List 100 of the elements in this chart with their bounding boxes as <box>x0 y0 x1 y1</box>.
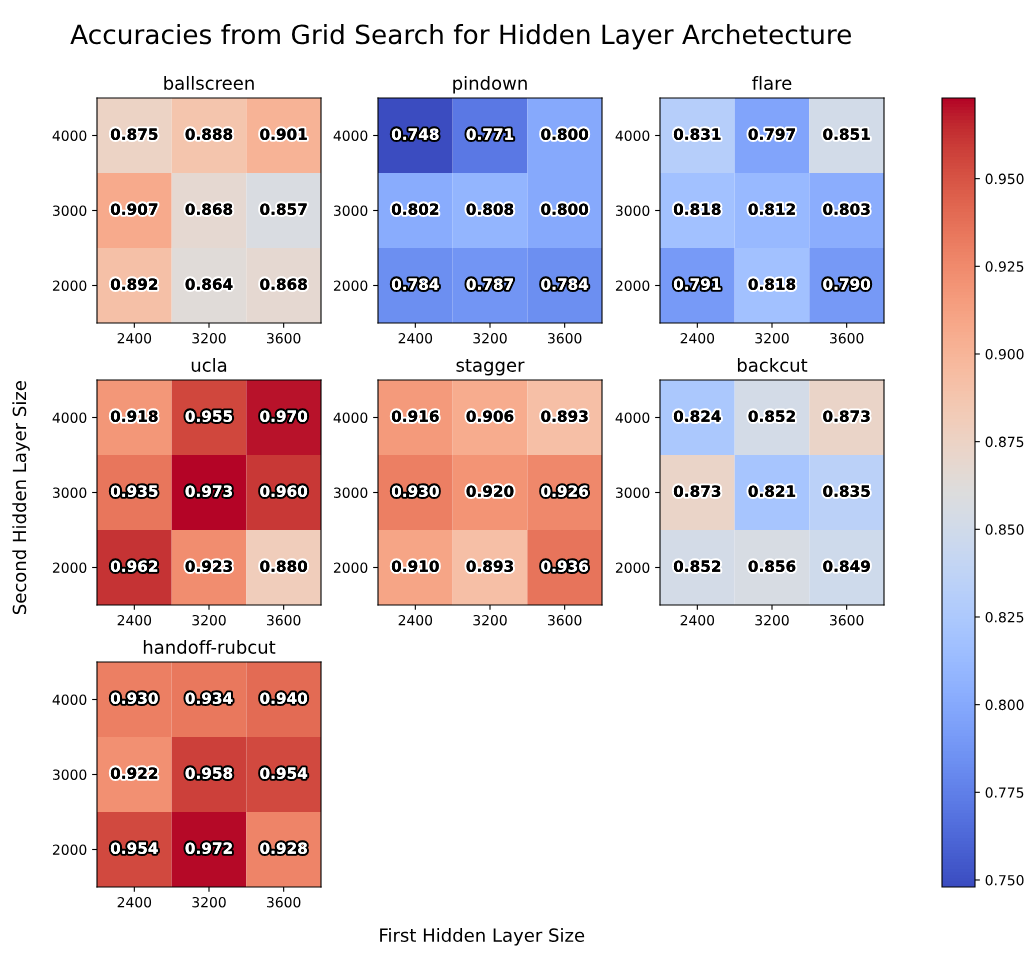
x-tick-label: 3600 <box>830 614 864 626</box>
data-label: 0.962 <box>110 560 158 572</box>
y-tick-label: 4000 <box>615 130 650 141</box>
y-tick-label: 4000 <box>615 412 650 423</box>
data-label: 0.893 <box>541 410 588 422</box>
data-label: 0.910 <box>391 560 439 572</box>
data-label: 0.797 <box>748 128 795 140</box>
color-bar-label: 0.800 <box>985 699 1024 711</box>
y-tick-label: 4000 <box>333 130 368 141</box>
data-label: 0.973 <box>185 485 232 497</box>
y-axis-title: Second Hidden Layer Size <box>12 381 30 615</box>
y-tick-label: 4000 <box>333 412 368 423</box>
y-tick-label: 3000 <box>333 487 368 498</box>
data-label: 0.787 <box>466 278 513 290</box>
data-label: 0.821 <box>748 485 796 497</box>
data-label: 0.960 <box>260 485 308 497</box>
chart-title: flare <box>752 75 792 90</box>
data-label: 0.936 <box>541 560 589 572</box>
x-tick-label: 3600 <box>830 332 864 344</box>
x-tick-label: 3200 <box>473 614 507 626</box>
y-tick-label: 4000 <box>52 130 87 141</box>
data-label: 0.875 <box>110 128 158 140</box>
data-label: 0.926 <box>541 485 589 497</box>
data-label: 0.920 <box>466 485 514 497</box>
y-tick-label: 2000 <box>333 280 368 291</box>
x-tick-label: 3200 <box>192 896 226 908</box>
data-label: 0.784 <box>541 278 589 290</box>
data-label: 0.888 <box>185 128 233 140</box>
data-label: 0.824 <box>673 410 721 422</box>
x-tick-label: 3600 <box>267 332 301 344</box>
y-tick-label: 2000 <box>52 562 87 573</box>
data-label: 0.873 <box>673 485 721 497</box>
data-label: 0.922 <box>110 767 158 779</box>
color-bar-label: 0.900 <box>985 348 1024 360</box>
x-tick-label: 3600 <box>548 614 582 626</box>
x-tick-label: 3200 <box>755 614 789 626</box>
data-label: 0.852 <box>673 560 721 572</box>
data-label: 0.893 <box>466 560 513 572</box>
y-tick-label: 2000 <box>333 562 368 573</box>
x-tick-label: 2400 <box>680 614 715 626</box>
data-label: 0.748 <box>391 128 439 140</box>
y-tick-label: 3000 <box>52 205 87 216</box>
data-label: 0.808 <box>466 203 514 215</box>
chart-title: pindown <box>453 75 527 94</box>
y-tick-label: 2000 <box>615 562 650 573</box>
data-label: 0.856 <box>748 560 796 572</box>
data-label: 0.831 <box>673 128 721 140</box>
chart-title: ucla <box>191 357 227 372</box>
x-tick-label: 3200 <box>192 332 226 344</box>
data-label: 0.857 <box>260 203 307 215</box>
data-label: 0.800 <box>541 128 589 140</box>
data-label: 0.851 <box>823 128 870 140</box>
chart-title: handoff-rubcut <box>143 639 276 654</box>
data-label: 0.818 <box>748 278 796 290</box>
data-label: 0.835 <box>823 485 870 497</box>
data-label: 0.802 <box>391 203 439 215</box>
chart-title: ballscreen <box>164 75 254 90</box>
x-tick-label: 2400 <box>117 614 152 626</box>
x-tick-label: 3200 <box>755 332 789 344</box>
y-tick-label: 4000 <box>52 694 87 705</box>
data-label: 0.868 <box>185 203 233 215</box>
x-tick-label: 3600 <box>267 614 301 626</box>
x-tick-label: 2400 <box>398 614 433 626</box>
chart-title: backcut <box>737 357 808 372</box>
y-tick-label: 3000 <box>615 205 650 216</box>
data-label: 0.958 <box>185 767 233 779</box>
chart-title: stagger <box>456 358 525 376</box>
color-bar-label: 0.775 <box>985 787 1024 798</box>
data-label: 0.800 <box>541 203 589 215</box>
y-tick-label: 3000 <box>333 205 368 216</box>
x-tick-label: 3200 <box>473 332 507 344</box>
data-label: 0.955 <box>185 410 233 422</box>
data-label: 0.934 <box>185 692 233 704</box>
data-label: 0.784 <box>391 278 439 290</box>
text: Accuracies from Grid Search for Hidden Layer Archetecture <box>70 23 851 50</box>
data-label: 0.935 <box>110 485 158 497</box>
data-label: 0.812 <box>748 203 795 215</box>
x-tick-label: 3600 <box>548 332 582 344</box>
data-label: 0.791 <box>673 278 721 290</box>
x-tick-label: 2400 <box>680 332 715 344</box>
data-label: 0.803 <box>823 203 870 215</box>
y-tick-label: 3000 <box>52 769 87 780</box>
data-label: 0.970 <box>260 410 308 422</box>
y-tick-label: 3000 <box>615 487 650 498</box>
y-tick-label: 2000 <box>615 280 650 291</box>
data-label: 0.907 <box>110 203 158 215</box>
y-tick-label: 4000 <box>52 412 87 423</box>
data-label: 0.852 <box>748 410 795 422</box>
x-tick-label: 3200 <box>192 614 226 626</box>
data-label: 0.918 <box>110 410 158 422</box>
data-label: 0.930 <box>110 692 158 704</box>
color-bar-label: 0.750 <box>985 874 1024 886</box>
data-label: 0.928 <box>260 842 307 854</box>
x-tick-label: 2400 <box>117 332 152 344</box>
data-label: 0.771 <box>466 128 514 140</box>
x-axis-title: First Hidden Layer Size <box>380 928 585 946</box>
data-label: 0.790 <box>823 278 871 290</box>
data-label: 0.849 <box>823 560 870 572</box>
color-bar-label: 0.950 <box>985 173 1024 185</box>
data-label: 0.906 <box>466 410 514 422</box>
